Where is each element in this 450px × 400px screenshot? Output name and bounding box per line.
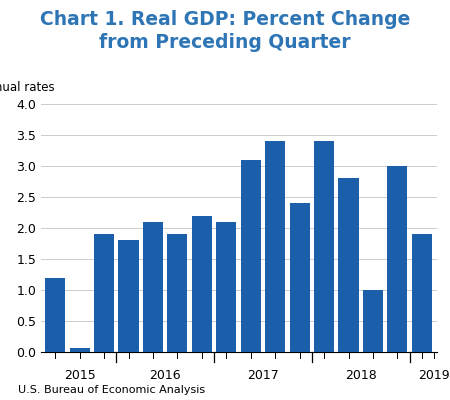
Bar <box>241 160 261 352</box>
Bar <box>363 290 383 352</box>
Bar <box>216 222 236 352</box>
Text: 2017: 2017 <box>247 369 279 382</box>
Text: 2019: 2019 <box>418 369 450 382</box>
Bar <box>265 141 285 352</box>
Bar <box>70 348 90 352</box>
Bar <box>45 278 65 352</box>
Bar <box>192 216 212 352</box>
Text: Seasonally adjusted at annual rates: Seasonally adjusted at annual rates <box>0 81 55 94</box>
Bar <box>314 141 334 352</box>
Bar <box>143 222 163 352</box>
Text: 2018: 2018 <box>345 369 377 382</box>
Text: Chart 1. Real GDP: Percent Change
from Preceding Quarter: Chart 1. Real GDP: Percent Change from P… <box>40 10 410 52</box>
Bar <box>338 178 359 352</box>
Bar <box>290 203 310 352</box>
Bar <box>387 166 407 352</box>
Bar <box>94 234 114 352</box>
Bar <box>167 234 187 352</box>
Text: U.S. Bureau of Economic Analysis: U.S. Bureau of Economic Analysis <box>18 385 205 395</box>
Text: 2016: 2016 <box>149 369 181 382</box>
Text: 2015: 2015 <box>64 369 95 382</box>
Bar <box>118 240 139 352</box>
Bar <box>412 234 432 352</box>
